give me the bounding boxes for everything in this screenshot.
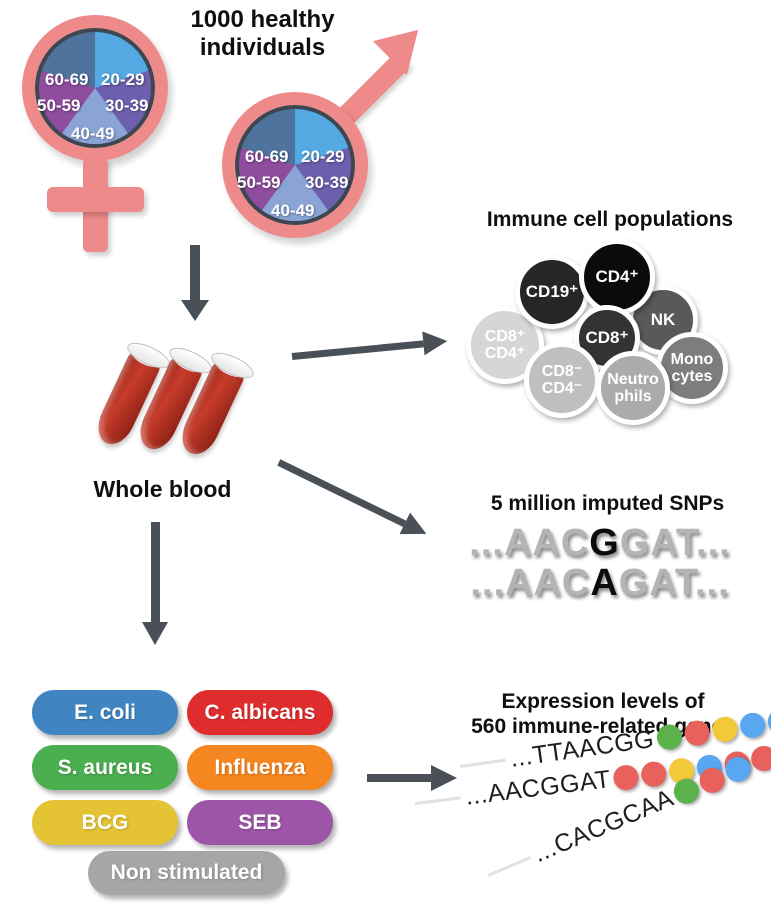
arrow-head-icon: [181, 300, 209, 321]
stimulus-pill-bcg: BCG: [32, 800, 178, 845]
snp-sequence-row: ...AACAGAT...: [470, 562, 730, 604]
expression-dot: [612, 763, 641, 792]
cell-circle-cd19: CD19⁺: [515, 255, 589, 329]
stimulus-pill-ecoli: E. coli: [32, 690, 178, 735]
expression-dot: [655, 722, 684, 752]
age-slice-label-20-29: 20-29: [101, 70, 145, 89]
arrow-blood-to-snps: [274, 451, 436, 546]
male-age-pie-chart: 20-29 30-39 40-49 50-59 60-69: [235, 105, 355, 225]
cell-circle-cd4: CD4⁺: [579, 239, 655, 315]
snps-title: 5 million imputed SNPs: [490, 492, 725, 515]
expression-dot: [747, 741, 771, 775]
age-slice-label-60-69: 60-69: [245, 147, 289, 166]
age-slice-label-30-39: 30-39: [105, 96, 149, 115]
arrow-blood-to-immune-cells: [291, 329, 453, 368]
stimulus-pill-calbicans: C. albicans: [187, 690, 333, 735]
arrow-individuals-to-blood: [181, 245, 220, 323]
arrow-head-icon: [422, 329, 449, 356]
snp-variant-letter: G: [589, 522, 620, 564]
whole-blood-label: Whole blood: [93, 476, 232, 502]
arrow-stimuli-to-expression: [367, 765, 462, 791]
age-slice-label-60-69: 60-69: [45, 70, 89, 89]
arrow-blood-to-stimuli: [142, 522, 181, 647]
sequence-line: [414, 796, 461, 805]
age-slice-label-20-29: 20-29: [301, 147, 345, 166]
stimulus-pill-seb: SEB: [187, 800, 333, 845]
main-title: 1000 healthy individuals: [190, 6, 335, 62]
expression-dot: [710, 715, 739, 744]
age-slice-label-50-59: 50-59: [37, 96, 81, 115]
arrow-head-icon: [399, 512, 432, 545]
expression-dot: [738, 711, 767, 740]
age-slice-label-50-59: 50-59: [237, 173, 281, 192]
stimulus-pill-saureus: S. aureus: [32, 745, 178, 790]
age-slice-label-40-49: 40-49: [271, 201, 315, 220]
female-symbol-crossbar: [47, 187, 144, 212]
female-age-pie-chart: 20-29 30-39 40-49 50-59 60-69: [35, 28, 155, 148]
expression-dot: [682, 719, 712, 748]
sequence-line: [459, 758, 506, 768]
age-slice-label-30-39: 30-39: [305, 173, 349, 192]
cell-circle-cd8neg-cd4neg: CD8⁻ CD4⁻: [524, 342, 600, 418]
arrow-head-icon: [431, 765, 457, 791]
snp-variant-letter: A: [590, 562, 619, 604]
cell-circle-neutrophils: Neutro phils: [596, 351, 670, 425]
stimulus-pill-influenza: Influenza: [187, 745, 333, 790]
immune-cells-title: Immune cell populations: [486, 208, 734, 231]
sequence-line: [487, 856, 531, 877]
stimulus-pill-nonstimulated: Non stimulated: [88, 851, 285, 895]
age-slice-label-40-49: 40-49: [71, 124, 115, 143]
arrow-head-icon: [142, 622, 168, 645]
expression-dot: [766, 707, 771, 736]
snp-sequence-row: ...AACGGAT...: [469, 522, 731, 564]
